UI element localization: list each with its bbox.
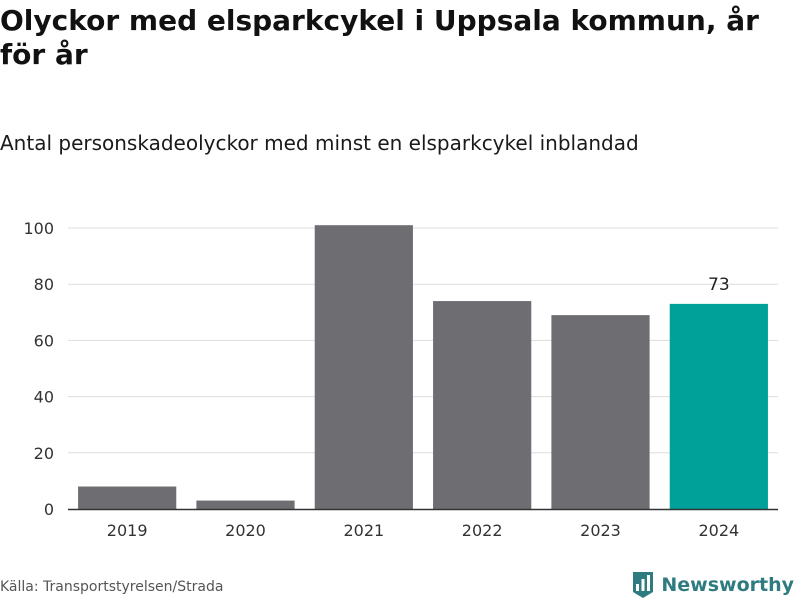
y-tick-label: 60	[34, 331, 54, 350]
x-tick-label: 2021	[343, 521, 384, 540]
x-tick-label: 2022	[462, 521, 503, 540]
bar-2023	[551, 315, 650, 509]
bar-chart: 0 20 40 60 80 100 2019 2020 2021 2022 2023 2024 73	[23, 219, 778, 540]
bar-2019	[78, 486, 177, 509]
bar-2024	[669, 303, 768, 509]
bar-2022	[433, 301, 532, 509]
x-tick-label: 2023	[580, 521, 621, 540]
bar-2021	[314, 225, 413, 509]
y-axis-ticks: 0 20 40 60 80 100	[23, 219, 54, 519]
y-tick-label: 100	[23, 219, 54, 238]
data-label-2024: 73	[708, 275, 730, 295]
newsworthy-logo-icon	[633, 572, 654, 598]
y-tick-label: 80	[34, 275, 54, 294]
gridlines	[68, 227, 778, 454]
x-tick-label: 2024	[698, 521, 739, 540]
bar-2020	[196, 500, 295, 509]
y-tick-label: 20	[34, 444, 54, 463]
chart-subtitle: Antal personskadeolyckor med minst en el…	[0, 131, 639, 155]
chart-title: Olyckor med elsparkcykel i Uppsala kommu…	[0, 4, 759, 71]
bars	[78, 225, 768, 509]
x-tick-label: 2020	[225, 521, 266, 540]
x-tick-label: 2019	[107, 521, 148, 540]
data-labels: 73	[708, 275, 730, 295]
brand-name: Newsworthy	[661, 574, 794, 596]
source-note: Källa: Transportstyrelsen/Strada	[0, 579, 224, 595]
x-axis-ticks: 2019 2020 2021 2022 2023 2024	[107, 521, 739, 540]
y-tick-label: 40	[34, 388, 54, 407]
y-tick-label: 0	[44, 500, 54, 519]
brand-logo[interactable]: Newsworthy	[631, 570, 794, 600]
